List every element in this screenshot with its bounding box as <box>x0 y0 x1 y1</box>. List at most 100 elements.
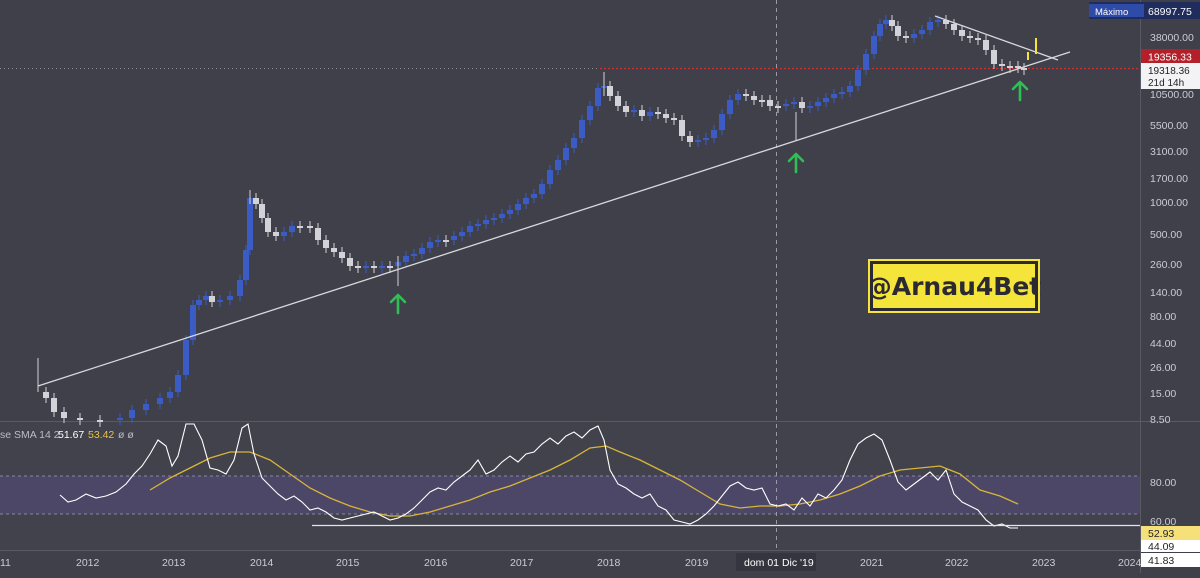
candle-body <box>889 20 895 26</box>
candle-body <box>347 258 353 266</box>
candle-body <box>1021 68 1027 70</box>
candle-body <box>419 248 425 254</box>
candle-body <box>863 54 869 70</box>
time-tick: 11 <box>0 557 11 569</box>
candle-body <box>735 94 741 100</box>
candle-body <box>190 305 196 340</box>
candle-body <box>403 256 409 262</box>
candle-body <box>227 296 233 300</box>
candle-body <box>273 232 279 236</box>
svg-text:52.93: 52.93 <box>1148 528 1174 540</box>
candle-body <box>951 24 957 30</box>
candle-body <box>671 118 677 120</box>
candle-body <box>175 375 181 392</box>
price-tick: 500.00 <box>1150 229 1182 241</box>
candle-body <box>967 36 973 38</box>
candle-body <box>579 120 585 138</box>
candle-body <box>77 418 83 420</box>
candle-body <box>639 110 645 116</box>
candle-body <box>307 226 313 228</box>
last-price-label: 19356.33 <box>1141 49 1200 64</box>
candle-body <box>871 36 877 54</box>
candle-body <box>129 410 135 418</box>
rsi-sma-value: 53.42 <box>88 429 114 441</box>
price-tick: 15.00 <box>1150 388 1176 400</box>
max-price-label: Máximo 68997.75 <box>1089 2 1200 19</box>
candle-body <box>687 136 693 142</box>
rsi-group <box>59 423 1019 529</box>
time-tick: 2016 <box>424 557 448 569</box>
candle-body <box>467 226 473 232</box>
candle-body <box>531 194 537 198</box>
price-tick: 260.00 <box>1150 259 1182 271</box>
candle-body <box>323 240 329 248</box>
candle-body <box>196 300 202 305</box>
candle-body <box>943 20 949 24</box>
candle-body <box>791 102 797 104</box>
candle-body <box>759 100 765 102</box>
rsi-tick: 80.00 <box>1150 477 1176 489</box>
price-tick: 26.00 <box>1150 362 1176 374</box>
time-tick: 2018 <box>597 557 621 569</box>
candle-body <box>783 104 789 106</box>
candle-body <box>935 20 941 22</box>
price-tick: 5500.00 <box>1150 120 1188 132</box>
rsi-sma-label: 52.93 <box>1141 526 1200 540</box>
time-tick: 2012 <box>76 557 100 569</box>
candle-body <box>209 296 215 302</box>
candle-body <box>903 36 909 38</box>
price-tick: 44.00 <box>1150 338 1176 350</box>
candle-body <box>483 220 489 224</box>
price-tick: 10500.00 <box>1150 89 1194 101</box>
candle-body <box>719 114 725 130</box>
candle-body <box>895 26 901 36</box>
green-arrow-icon <box>1011 80 1029 102</box>
candle-body <box>363 266 369 268</box>
candle-body <box>247 198 253 250</box>
candle-body <box>547 170 553 184</box>
time-tick: 2019 <box>685 557 709 569</box>
time-axis[interactable]: 11 2012 2013 2014 2015 2016 2017 2018 20… <box>0 553 1142 571</box>
watermark-text: @Arnau4Bet <box>866 271 1042 301</box>
candle-body <box>823 98 829 102</box>
rsi-legend[interactable]: se SMA 14 2 51.67 53.42 ø ø <box>0 429 134 441</box>
candle-body <box>387 266 393 268</box>
candle-body <box>143 404 149 410</box>
price-axis[interactable]: 38000.00 10500.00 5500.00 3100.00 1700.0… <box>1150 32 1194 528</box>
watermark-badge: @Arnau4Bet <box>867 259 1041 313</box>
candle-body <box>563 148 569 160</box>
rsi-sma-line <box>149 445 1019 517</box>
candle-body <box>703 138 709 140</box>
candle-body <box>339 252 345 258</box>
candle-body <box>427 242 433 248</box>
candle-body <box>883 20 889 24</box>
candle-body <box>97 420 103 422</box>
rsi-indicator-value: 51.67 <box>58 429 84 441</box>
close-price-value: 19318.36 <box>1148 66 1190 77</box>
candle-body <box>355 266 361 268</box>
rsi-indicator-name: se SMA 14 2 <box>0 429 60 441</box>
candle-body <box>459 232 465 236</box>
candle-body <box>371 266 377 268</box>
candle-body <box>51 398 57 412</box>
candle-body <box>61 412 67 418</box>
candle-body <box>663 114 669 118</box>
candle-body <box>631 110 637 112</box>
candles-group <box>37 15 1027 427</box>
candle-body <box>539 184 545 194</box>
candle-body <box>623 106 629 112</box>
candle-body <box>815 102 821 106</box>
crosshair-date-label-bg <box>736 553 816 571</box>
candle-body <box>647 112 653 116</box>
candle-body <box>331 248 337 252</box>
candle-body <box>679 120 685 136</box>
candle-body <box>297 226 303 228</box>
candle-body <box>237 280 243 296</box>
candle-body <box>847 86 853 92</box>
candle-body <box>117 418 123 420</box>
close-price-label: 19318.36 21d 14h <box>1141 63 1200 89</box>
time-tick: 2014 <box>250 557 274 569</box>
price-tick: 8.50 <box>1150 414 1171 426</box>
candle-body <box>959 30 965 36</box>
